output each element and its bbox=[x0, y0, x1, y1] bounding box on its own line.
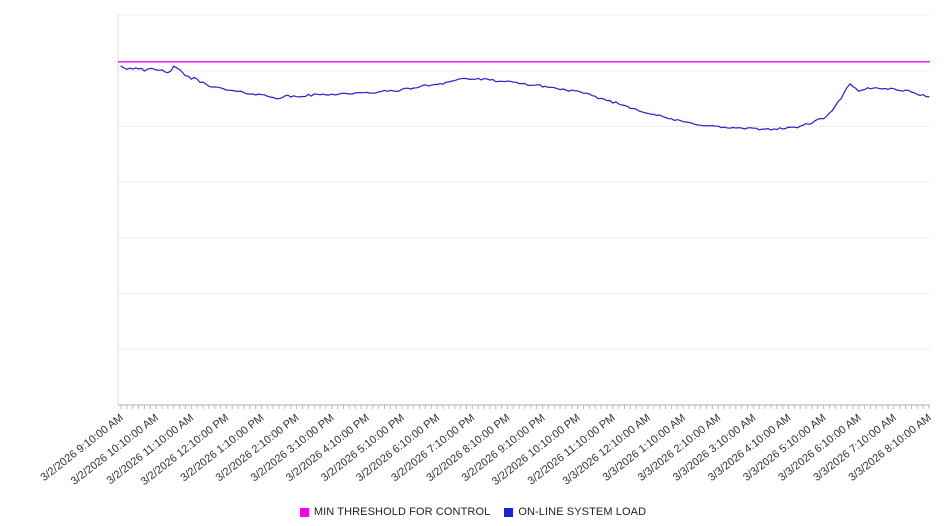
gridlines bbox=[118, 14, 930, 350]
min-threshold-swatch-icon bbox=[299, 507, 309, 517]
x-axis-labels: 3/2/2026 9:10:00 AM3/2/2026 10:10:00 AM3… bbox=[38, 412, 933, 488]
legend-label-system-load: ON-LINE SYSTEM LOAD bbox=[518, 506, 647, 518]
chart-legend: MIN THRESHOLD FOR CONTROL ON-LINE SYSTEM… bbox=[0, 506, 946, 518]
legend-label-min-threshold: MIN THRESHOLD FOR CONTROL bbox=[313, 506, 491, 518]
legend-item-system-load[interactable]: ON-LINE SYSTEM LOAD bbox=[504, 506, 646, 518]
legend-item-min-threshold[interactable]: MIN THRESHOLD FOR CONTROL bbox=[299, 506, 491, 518]
system-load-line bbox=[120, 65, 930, 131]
axes bbox=[117, 15, 930, 406]
chart-canvas: 3/2/2026 9:10:00 AM3/2/2026 10:10:00 AM3… bbox=[38, 14, 934, 488]
system-load-swatch-icon bbox=[504, 507, 514, 517]
x-axis-ticks bbox=[120, 405, 930, 409]
